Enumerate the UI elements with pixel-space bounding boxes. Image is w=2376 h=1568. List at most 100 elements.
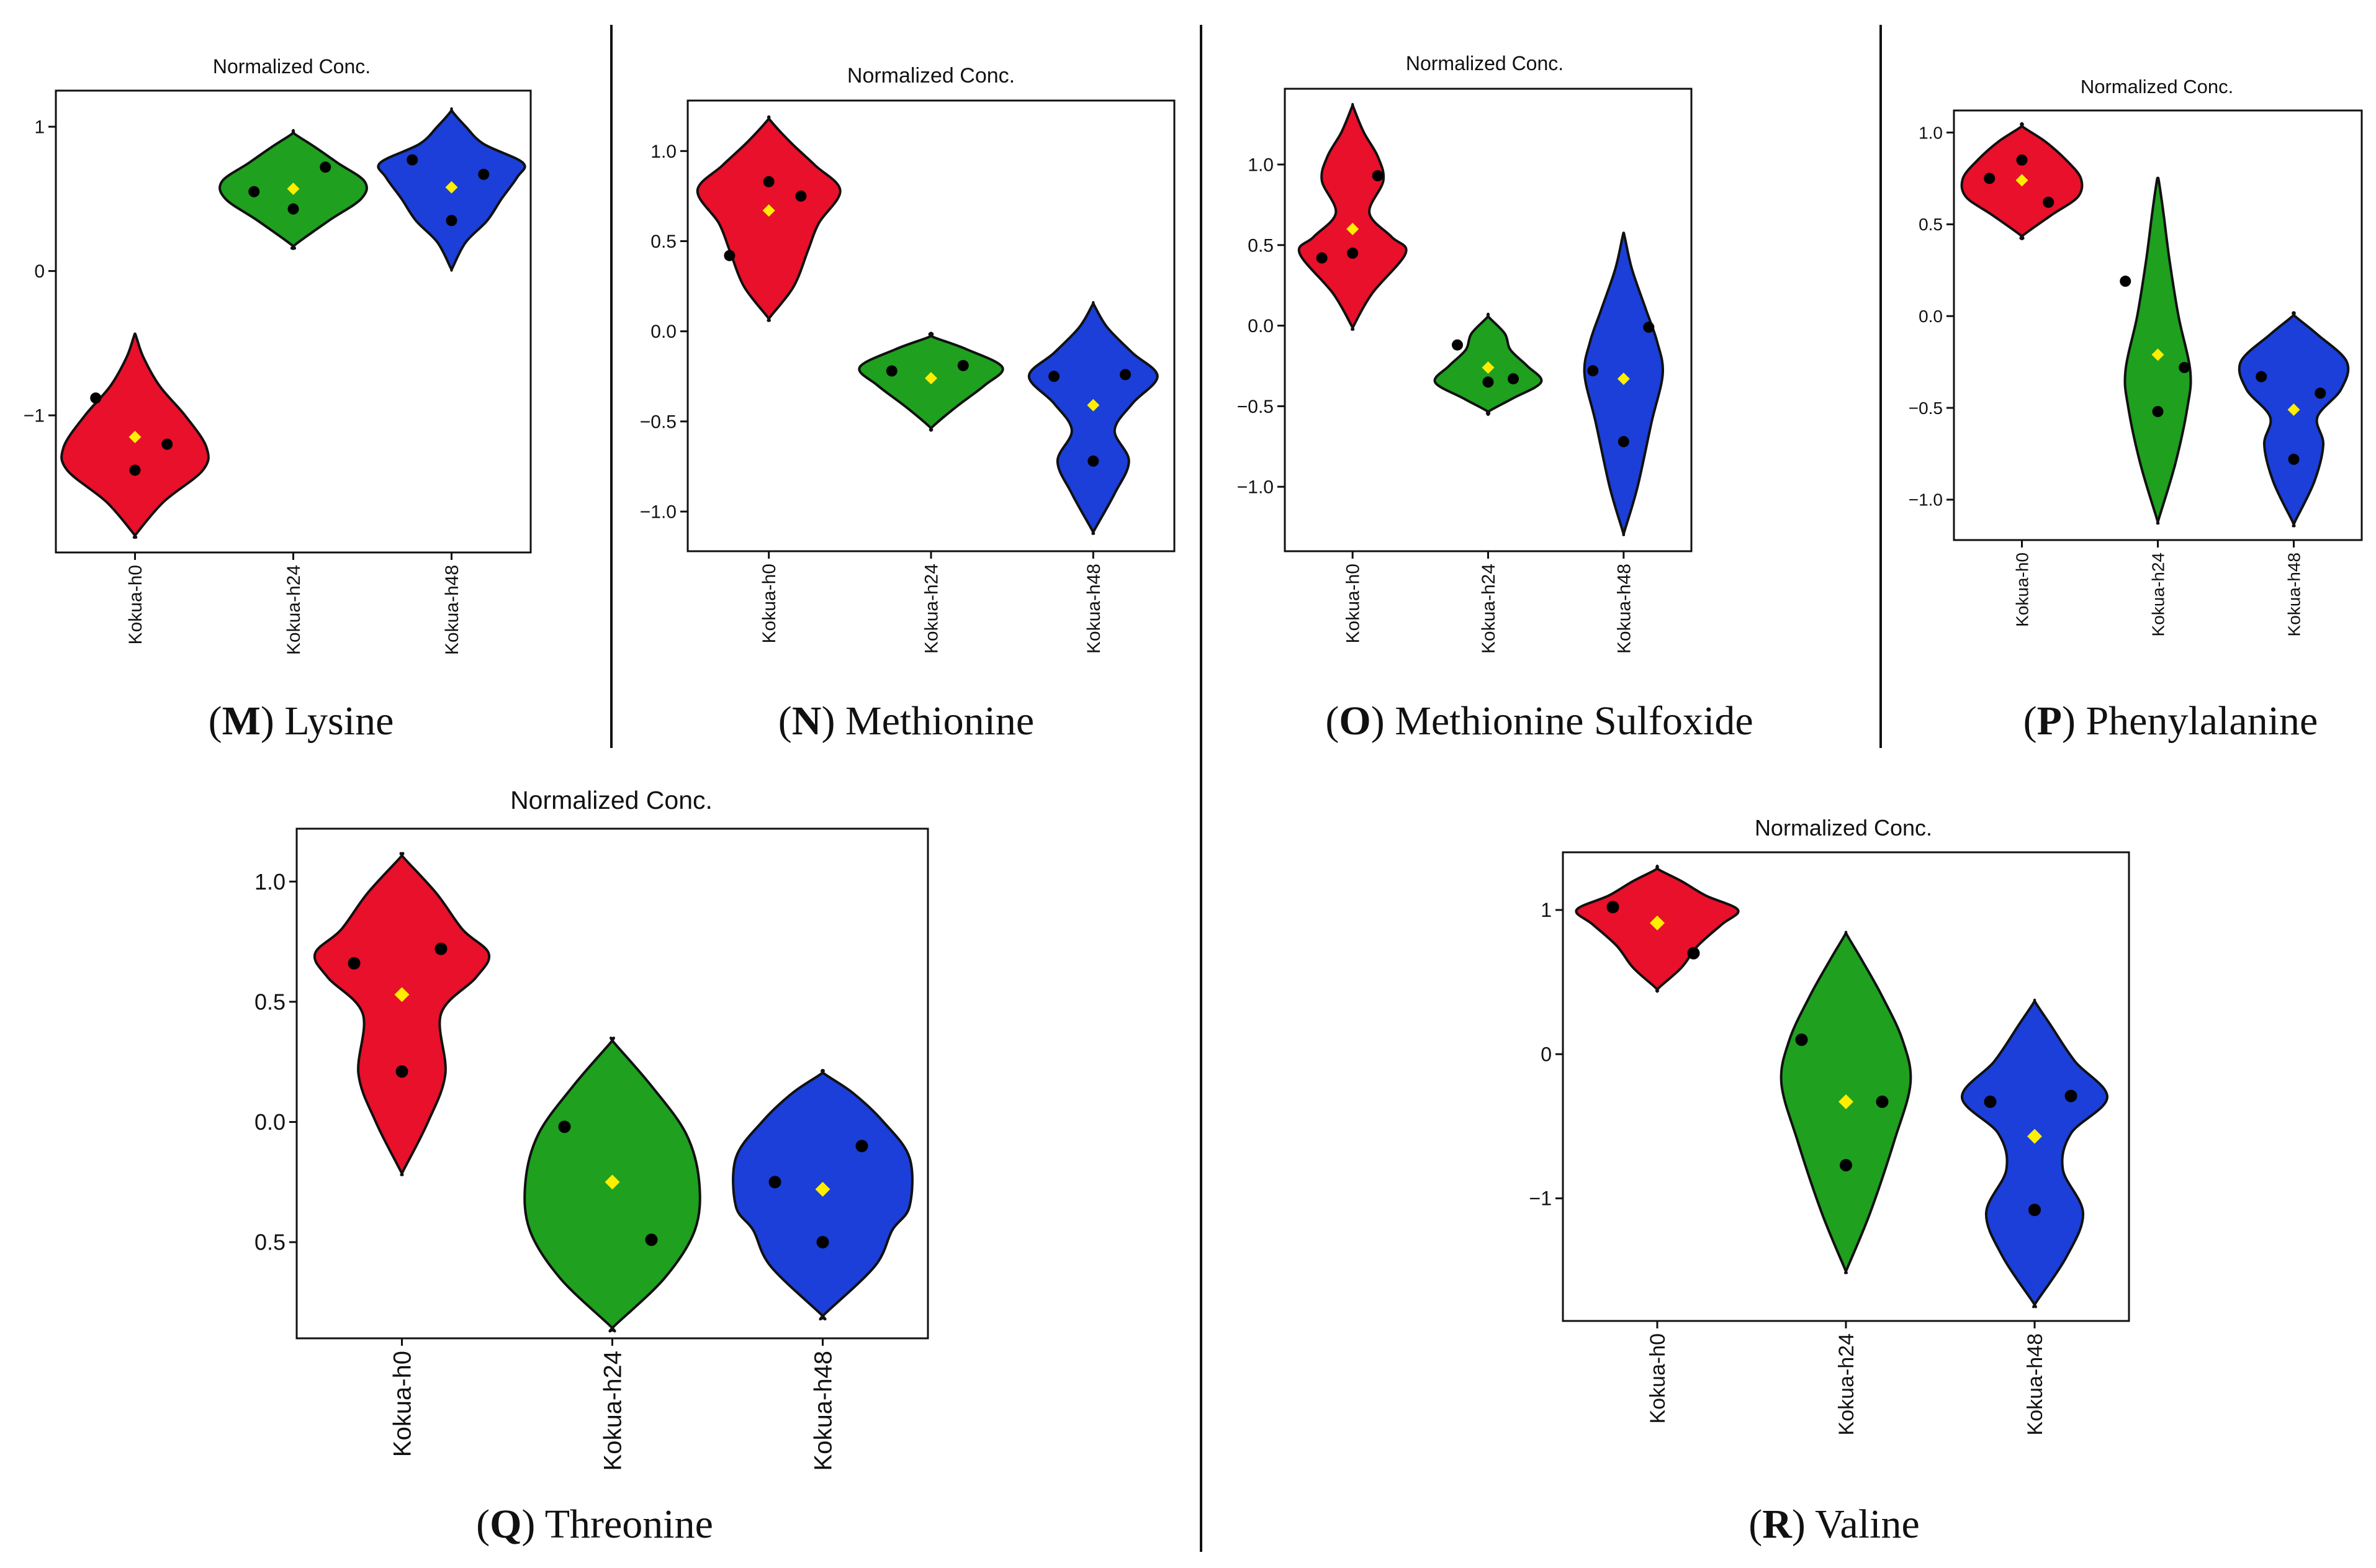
- data-point: [1508, 373, 1519, 385]
- caption-threonine: (Q) Threonine: [476, 1502, 713, 1547]
- data-point: [1840, 1159, 1852, 1172]
- chart-title: Normalized Conc.: [213, 55, 371, 78]
- y-tick-label: 0.0: [1248, 316, 1274, 336]
- data-point: [1482, 376, 1494, 388]
- data-point: [129, 464, 141, 476]
- mean-marker: [762, 204, 775, 217]
- data-point: [248, 186, 260, 197]
- mean-marker: [2151, 348, 2164, 361]
- caption-name: Lysine: [284, 698, 394, 744]
- y-tick-label: 1.0: [1919, 123, 1943, 142]
- x-tick-label: Kokua-h0: [389, 1351, 416, 1457]
- data-point: [763, 176, 775, 187]
- violin-kokua-h48: [2238, 311, 2350, 528]
- y-tick-label: 0.0: [1919, 307, 1943, 326]
- y-tick-label: 0.0: [650, 322, 677, 342]
- caption-name: Phenylalanine: [2086, 698, 2318, 744]
- chart-threonine: Normalized Conc. 0.5 0.0 0.5 1.0 Kokua-h0 Koku…: [254, 786, 929, 1471]
- mean-marker: [1482, 361, 1495, 374]
- data-point: [2315, 387, 2326, 399]
- chart-phenylalanine: Normalized Conc. −1.0 −0.5 0.0 0.5 1.0 Kokua-h…: [1909, 76, 2363, 636]
- chart-title: Normalized Conc.: [2081, 76, 2233, 97]
- data-point: [1587, 365, 1599, 377]
- y-tick-label: 1: [1541, 899, 1552, 921]
- data-point: [724, 250, 736, 261]
- mean-marker: [394, 987, 410, 1003]
- data-point: [434, 942, 448, 955]
- x-tick-label: Kokua-h24: [1478, 564, 1499, 654]
- data-point: [558, 1120, 571, 1133]
- caption-name: Threonine: [545, 1502, 713, 1547]
- data-point: [1984, 173, 1996, 184]
- data-point: [1876, 1095, 1889, 1108]
- y-tick-label: −1.0: [1909, 490, 1943, 510]
- data-point: [1795, 1034, 1808, 1046]
- y-tick-label: 0.5: [1248, 235, 1274, 256]
- caption-valine: (R) Valine: [1748, 1502, 1920, 1547]
- mean-marker: [445, 181, 458, 194]
- y-tick-label: 1.0: [254, 869, 286, 894]
- data-point: [1984, 1095, 1997, 1108]
- violin-kokua-h0: [1297, 102, 1408, 331]
- data-point: [1618, 436, 1629, 448]
- y-tick-label: 0.5: [650, 232, 677, 252]
- chart-methionine-sulfoxide: Normalized Conc. −1.0 −0.5 0.0 0.5 1.0 Kokua-h…: [1237, 52, 1693, 654]
- data-point: [1452, 339, 1463, 351]
- x-tick-label: Kokua-h0: [125, 565, 146, 644]
- caption-name: Methionine Sulfoxide: [1395, 698, 1753, 744]
- caption-name: Valine: [1815, 1502, 1920, 1547]
- x-tick-label: Kokua-h48: [442, 565, 462, 655]
- data-point: [90, 392, 102, 404]
- violin-kokua-h48: [1027, 301, 1159, 535]
- x-tick-label: Kokua-h48: [1614, 564, 1634, 654]
- data-point: [1687, 947, 1700, 960]
- caption-name: Methionine: [845, 698, 1034, 744]
- mean-marker: [1838, 1094, 1853, 1109]
- violin-kokua-h48: [1960, 998, 2109, 1309]
- caption-methionine-sulfoxide: (O) Methionine Sulfoxide: [1325, 698, 1753, 744]
- data-point: [446, 215, 457, 227]
- chart-title: Normalized Conc.: [1406, 52, 1564, 74]
- caption-letter: Q: [490, 1502, 521, 1547]
- y-tick-label: 1.0: [650, 142, 677, 162]
- data-point: [816, 1236, 829, 1249]
- y-tick-label: −1: [24, 406, 45, 426]
- x-tick-label: Kokua-h24: [600, 1351, 627, 1471]
- data-point: [1087, 455, 1099, 467]
- data-point: [886, 365, 898, 377]
- data-point: [1120, 369, 1132, 381]
- data-point: [161, 438, 173, 450]
- y-tick-label: 0: [34, 261, 45, 282]
- data-point: [2043, 196, 2054, 208]
- data-point: [1316, 252, 1328, 264]
- y-tick-label: 0.5: [254, 989, 286, 1014]
- y-tick-label: −1.0: [640, 502, 677, 523]
- data-point: [2152, 405, 2164, 417]
- data-point: [1372, 170, 1384, 182]
- mean-marker: [2015, 174, 2028, 187]
- y-tick-label: 0.5: [1919, 215, 1943, 234]
- caption-letter: O: [1339, 698, 1370, 744]
- data-point: [407, 154, 418, 166]
- x-tick-label: Kokua-h24: [284, 565, 304, 655]
- data-point: [2016, 154, 2028, 166]
- y-tick-label: 0.0: [254, 1109, 286, 1135]
- chart-title: Normalized Conc.: [510, 786, 713, 814]
- x-tick-label: Kokua-h0: [1343, 564, 1364, 643]
- y-tick-label: −1.0: [1237, 477, 1274, 498]
- mean-marker: [1617, 372, 1630, 385]
- mean-marker: [2027, 1129, 2042, 1144]
- y-tick-label: −0.5: [1909, 399, 1943, 418]
- mean-marker: [815, 1181, 830, 1197]
- y-tick-label: 1: [34, 117, 45, 138]
- x-tick-label: Kokua-h0: [2012, 552, 2032, 627]
- chart-title: Normalized Conc.: [847, 64, 1015, 88]
- y-tick-label: 1.0: [1248, 155, 1274, 176]
- x-tick-label: Kokua-h24: [1835, 1333, 1858, 1435]
- data-point: [320, 161, 331, 173]
- data-point: [2179, 362, 2190, 374]
- caption-methionine: (N) Methionine: [778, 698, 1034, 744]
- caption-letter: P: [2037, 698, 2062, 744]
